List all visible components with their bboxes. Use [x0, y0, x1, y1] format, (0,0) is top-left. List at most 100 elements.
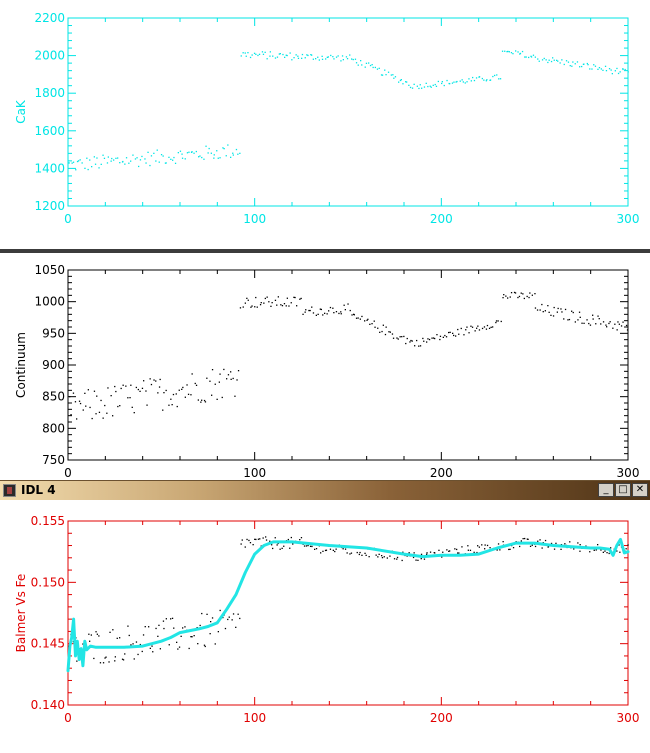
data-point	[131, 406, 133, 408]
data-point	[528, 296, 530, 299]
data-point	[214, 643, 216, 645]
data-point	[265, 536, 267, 538]
data-point	[139, 159, 142, 161]
data-point	[104, 657, 106, 659]
data-point	[246, 538, 248, 541]
data-point	[230, 378, 232, 380]
data-point	[366, 319, 368, 321]
data-point	[100, 399, 102, 402]
data-point	[310, 54, 312, 56]
data-point	[543, 57, 545, 60]
data-point	[532, 54, 535, 56]
data-point	[401, 559, 403, 562]
data-point	[524, 56, 526, 58]
data-point	[602, 321, 605, 323]
data-point	[71, 162, 73, 164]
data-point	[486, 79, 488, 81]
data-point	[117, 405, 119, 408]
data-point	[199, 155, 201, 157]
data-point	[157, 392, 159, 394]
data-point	[171, 404, 173, 406]
data-point	[78, 400, 81, 402]
y-tick-label: 0.140	[31, 698, 65, 712]
plot-frame	[67, 520, 629, 706]
y-tick-label: 750	[42, 453, 65, 467]
data-point	[162, 155, 164, 157]
data-point	[193, 635, 195, 637]
data-point	[556, 311, 558, 313]
data-point	[175, 393, 177, 395]
data-point	[421, 87, 423, 89]
data-point	[164, 162, 167, 164]
data-point	[96, 395, 98, 397]
data-point	[170, 618, 172, 620]
window-app-icon[interactable]	[3, 484, 16, 497]
data-point	[270, 305, 272, 307]
data-point	[481, 327, 484, 330]
data-point	[471, 326, 474, 328]
data-point	[625, 548, 627, 550]
y-tick-label: 950	[42, 326, 65, 340]
data-point	[68, 162, 70, 164]
data-point	[470, 80, 472, 82]
data-point	[378, 553, 380, 555]
data-point	[314, 548, 316, 550]
data-point	[368, 62, 370, 64]
data-point	[151, 645, 153, 647]
data-point	[274, 299, 277, 301]
data-point	[498, 78, 500, 80]
data-point	[405, 342, 407, 345]
maximize-icon[interactable]: □	[615, 483, 631, 497]
data-point	[87, 389, 89, 391]
data-point	[177, 152, 179, 154]
data-point	[125, 157, 128, 159]
data-point	[252, 544, 254, 546]
data-point	[271, 544, 273, 546]
minimize-icon[interactable]: _	[598, 483, 614, 497]
data-point	[303, 545, 306, 547]
data-point	[227, 144, 229, 146]
data-point	[598, 318, 600, 320]
data-point	[383, 556, 385, 558]
data-point	[219, 157, 221, 159]
data-point	[256, 306, 258, 308]
data-point	[411, 340, 413, 342]
data-point	[583, 63, 585, 65]
data-point	[317, 56, 319, 58]
data-point	[557, 307, 559, 310]
data-point	[393, 558, 396, 560]
data-point	[100, 163, 102, 165]
data-point	[392, 74, 394, 76]
close-icon[interactable]: ✕	[632, 483, 648, 497]
data-point	[87, 168, 89, 171]
data-point	[611, 73, 613, 75]
data-point	[387, 71, 390, 73]
data-point	[306, 54, 308, 56]
data-point	[76, 418, 78, 420]
data-point	[519, 545, 521, 548]
data-point	[332, 307, 334, 309]
data-point	[340, 60, 342, 62]
data-point	[403, 335, 405, 338]
data-point	[555, 542, 557, 544]
data-point	[545, 59, 547, 61]
data-point	[102, 662, 105, 664]
data-point	[112, 629, 114, 631]
data-point	[592, 318, 594, 320]
idl-window-titlebar[interactable]: IDL 4 _ □ ✕	[0, 480, 650, 500]
data-point	[361, 64, 363, 66]
data-point	[435, 85, 438, 87]
data-point	[622, 68, 624, 70]
data-point	[280, 304, 282, 306]
data-point	[568, 318, 571, 321]
data-point	[147, 151, 149, 153]
data-point	[156, 149, 158, 151]
data-point	[300, 537, 303, 539]
data-point	[427, 85, 429, 88]
data-point	[466, 326, 468, 328]
data-point	[553, 306, 555, 309]
data-point	[114, 660, 116, 662]
data-point	[176, 641, 178, 643]
data-point	[132, 643, 134, 645]
data-point	[294, 296, 296, 299]
